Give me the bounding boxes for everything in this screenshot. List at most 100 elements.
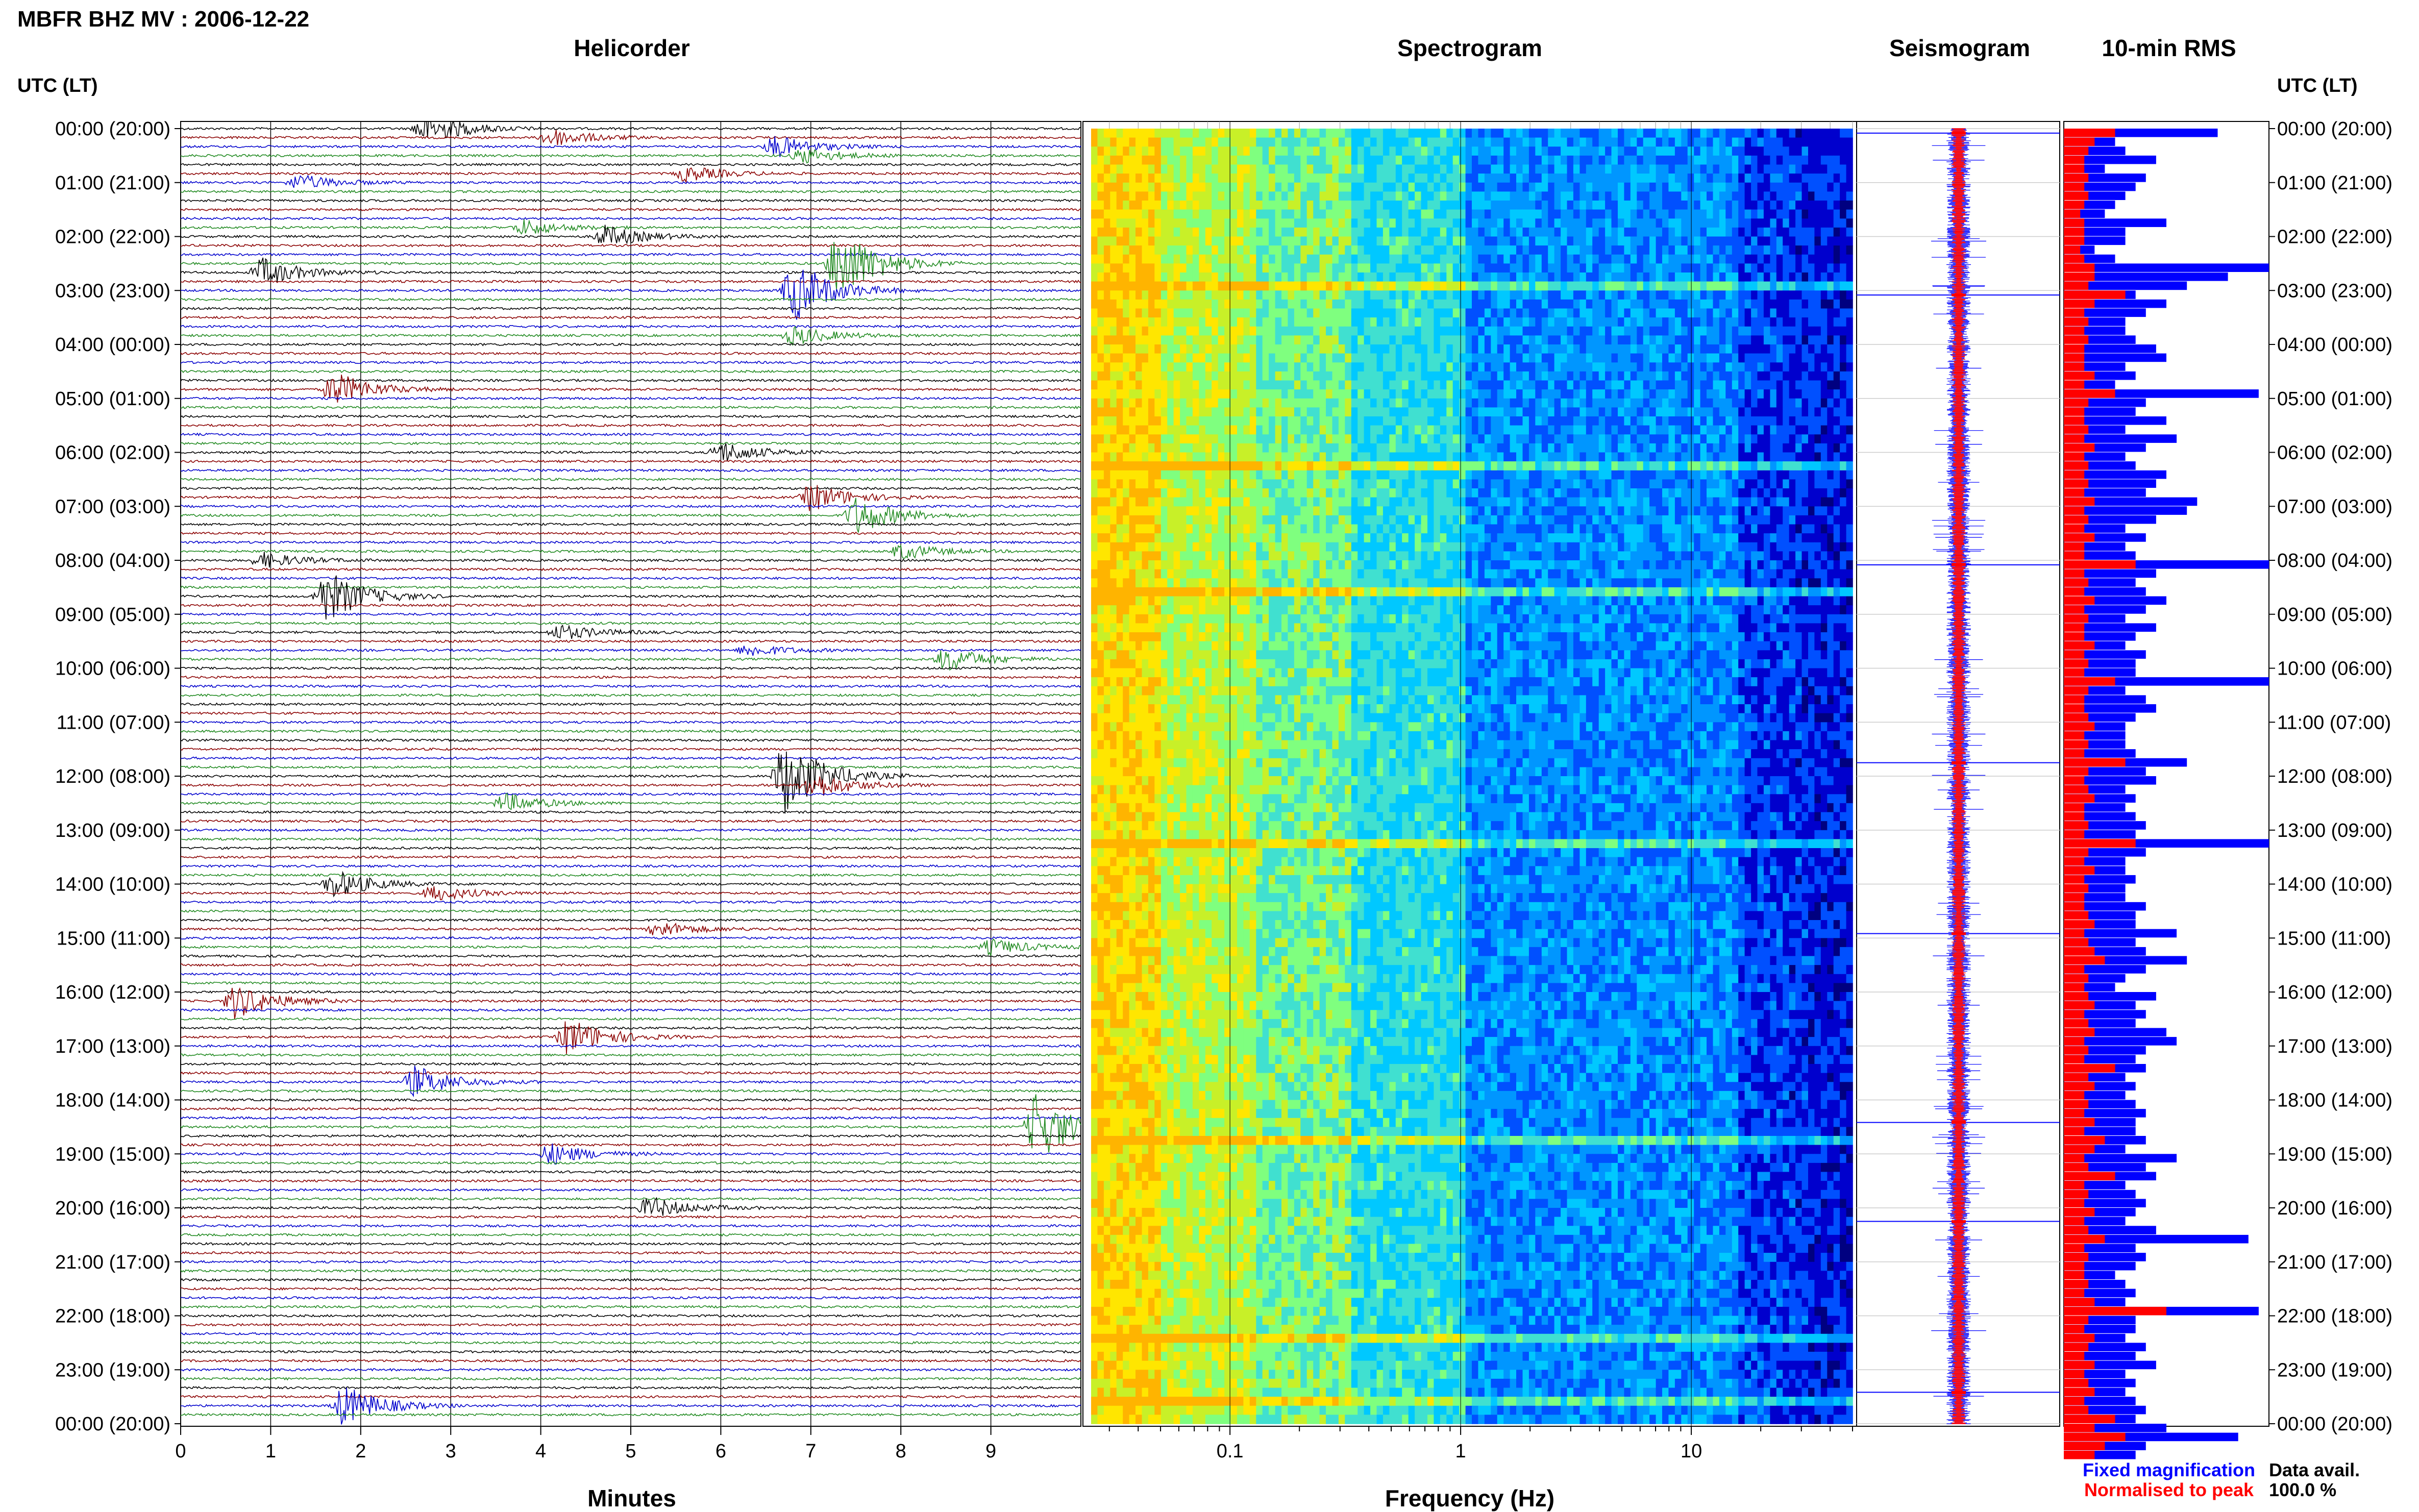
- spectrogram-cell: [1269, 165, 1275, 174]
- spectrogram-cell: [1694, 156, 1700, 165]
- spectrogram-cell: [1294, 173, 1301, 183]
- spectrogram-cell: [1377, 416, 1384, 426]
- spectrogram-cell: [1123, 461, 1129, 470]
- spectrogram-cell: [1129, 344, 1136, 354]
- spectrogram-cell: [1599, 237, 1606, 246]
- spectrogram-cell: [1567, 272, 1574, 282]
- spectrogram-cell: [1668, 354, 1675, 363]
- spectrogram-cell: [1783, 344, 1789, 354]
- spectrogram-cell: [1554, 407, 1561, 416]
- spectrogram-cell: [1649, 381, 1656, 390]
- spectrogram-cell: [1281, 156, 1288, 165]
- spectrogram-cell: [1263, 434, 1269, 443]
- spectrogram-cell: [1466, 381, 1472, 390]
- spectrogram-cell: [1579, 381, 1586, 390]
- spectrogram-cell: [1776, 434, 1783, 443]
- spectrogram-cell: [1389, 354, 1396, 363]
- spectrogram-cell: [1174, 344, 1180, 354]
- spectrogram-cell: [1688, 453, 1694, 462]
- spectrogram-cell: [1554, 282, 1561, 291]
- spectrogram-cell: [1275, 228, 1282, 237]
- spectrogram-cell: [1326, 335, 1332, 344]
- spectrogram-cell: [1795, 173, 1802, 183]
- spectrogram-cell: [1237, 344, 1244, 354]
- spectrogram-cell: [1459, 327, 1466, 336]
- spectrogram-cell: [1142, 371, 1149, 381]
- spectrogram-cell: [1561, 453, 1567, 462]
- spectrogram-cell: [1415, 327, 1421, 336]
- spectrogram-cell: [1466, 371, 1472, 381]
- spectrogram-cell: [1548, 191, 1554, 201]
- spectrogram-cell: [1694, 479, 1700, 488]
- spectrogram-cell: [1510, 335, 1517, 344]
- spectrogram-cell: [1618, 129, 1624, 138]
- spectrogram-cell: [1396, 263, 1402, 272]
- spectrogram-cell: [1681, 344, 1688, 354]
- spectrogram-cell: [1579, 165, 1586, 174]
- spectrogram-cell: [1117, 461, 1123, 470]
- spectrogram-cell: [1725, 183, 1732, 192]
- spectrogram-cell: [1719, 237, 1726, 246]
- spectrogram-cell: [1396, 479, 1402, 488]
- spectrogram-cell: [1707, 470, 1713, 480]
- spectrogram-cell: [1250, 389, 1256, 399]
- spectrogram-cell: [1154, 371, 1161, 381]
- spectrogram-cell: [1675, 272, 1682, 282]
- spectrogram-cell: [1656, 228, 1663, 237]
- spectrogram-cell: [1364, 201, 1371, 210]
- spectrogram-cell: [1612, 317, 1618, 327]
- spectrogram-cell: [1212, 371, 1218, 381]
- spectrogram-cell: [1180, 210, 1187, 219]
- spectrogram-cell: [1269, 183, 1275, 192]
- spectrogram-cell: [1758, 237, 1764, 246]
- spectrogram-cell: [1770, 426, 1776, 435]
- spectrogram-cell: [1738, 354, 1745, 363]
- spectrogram-cell: [1269, 317, 1275, 327]
- spectrogram-cell: [1243, 165, 1250, 174]
- spectrogram-cell: [1332, 255, 1339, 264]
- spectrogram-cell: [1446, 129, 1453, 138]
- minute-tick-label: 5: [625, 1441, 636, 1462]
- spectrogram-cell: [1250, 272, 1256, 282]
- spectrogram-cell: [1491, 479, 1497, 488]
- spectrogram-cell: [1586, 300, 1593, 309]
- spectrogram-cell: [1579, 407, 1586, 416]
- spectrogram-cell: [1154, 290, 1161, 300]
- spectrogram-cell: [1567, 354, 1574, 363]
- spectrogram-cell: [1459, 263, 1466, 272]
- spectrogram-cell: [1294, 237, 1301, 246]
- spectrogram-cell: [1459, 416, 1466, 426]
- spectrogram-cell: [1802, 210, 1809, 219]
- spectrogram-cell: [1136, 300, 1142, 309]
- spectrogram-cell: [1377, 389, 1384, 399]
- spectrogram-cell: [1485, 407, 1491, 416]
- spectrogram-cell: [1396, 407, 1402, 416]
- spectrogram-cell: [1370, 399, 1377, 408]
- spectrogram-cell: [1332, 389, 1339, 399]
- spectrogram-cell: [1383, 453, 1390, 462]
- spectrogram-cell: [1117, 389, 1123, 399]
- spectrogram-cell: [1091, 138, 1098, 147]
- spectrogram-cell: [1263, 255, 1269, 264]
- spectrogram-cell: [1523, 237, 1529, 246]
- spectrogram-cell: [1231, 228, 1238, 237]
- figure-title: MBFR BHZ MV : 2006-12-22: [17, 7, 309, 32]
- spectrogram-cell: [1142, 381, 1149, 390]
- spectrogram-cell: [1561, 218, 1567, 228]
- spectrogram-cell: [1434, 201, 1440, 210]
- spectrogram-cell: [1180, 255, 1187, 264]
- spectrogram-cell: [1091, 344, 1098, 354]
- spectrogram-cell: [1624, 165, 1631, 174]
- spectrogram-cell: [1142, 488, 1149, 498]
- spectrogram-cell: [1345, 327, 1351, 336]
- spectrogram-cell: [1275, 426, 1282, 435]
- spectrogram-cell: [1681, 443, 1688, 453]
- spectrogram-cell: [1187, 344, 1193, 354]
- spectrogram-cell: [1542, 146, 1548, 156]
- spectrogram-cell: [1668, 146, 1675, 156]
- spectrogram-cell: [1586, 210, 1593, 219]
- spectrogram-cell: [1643, 443, 1650, 453]
- spectrogram-cell: [1840, 443, 1846, 453]
- spectrogram-cell: [1649, 344, 1656, 354]
